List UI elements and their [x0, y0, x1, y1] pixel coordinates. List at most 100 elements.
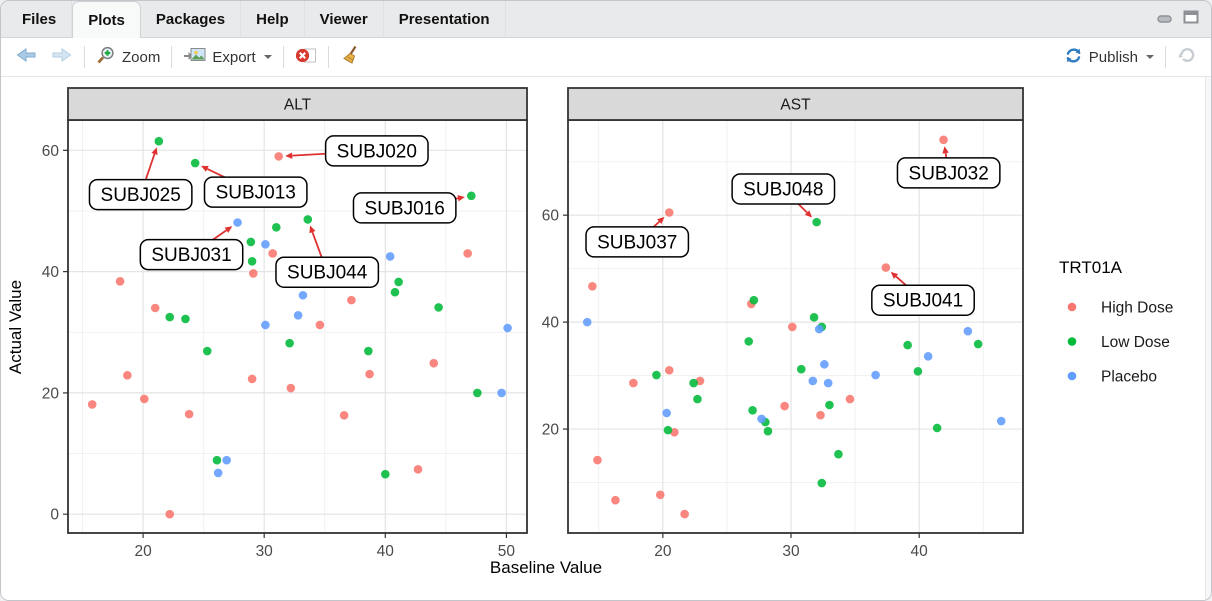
placebo-point [213, 468, 223, 478]
x-axis-tick-label: 20 [654, 543, 672, 560]
annotation-arrow [944, 152, 948, 159]
high-dose-point [248, 269, 258, 278]
high-dose-point [150, 303, 160, 313]
minimize-icon[interactable] [1157, 10, 1173, 29]
high-dose-point [664, 208, 674, 217]
subject-label-box [352, 192, 457, 224]
zoom-plot-button[interactable]: Zoom [90, 42, 166, 72]
tab-plots[interactable]: Plots [72, 1, 141, 38]
placebo-point [823, 378, 833, 388]
legend-label-1: High Dose [1101, 300, 1173, 317]
refresh-plot-button[interactable] [1171, 42, 1203, 72]
facet-strip-label: AST [780, 97, 811, 114]
high-dose-point [413, 465, 423, 474]
subject-label-box [585, 226, 690, 258]
tab-packages[interactable]: Packages [141, 1, 242, 37]
low-dose-point [809, 313, 819, 322]
pane-tab-bar: Files Plots Packages Help Viewer Present… [1, 1, 1211, 38]
low-dose-point [796, 364, 806, 374]
placebo-point [808, 376, 818, 386]
high-dose-point [629, 378, 638, 388]
high-dose-point [463, 249, 472, 258]
placebo-point [814, 324, 824, 334]
zoom-button-label: Zoom [122, 48, 161, 66]
export-plot-button[interactable]: Export [177, 43, 277, 71]
subject-label-text: SUBJ037 [597, 232, 677, 253]
tab-files[interactable]: Files [7, 1, 73, 37]
pane-window-controls [1157, 10, 1199, 29]
clear-all-plots-button[interactable] [334, 42, 366, 72]
subject-label-text: SUBJ013 [216, 183, 296, 204]
high-dose-point [347, 295, 356, 305]
y-axis-tick-label: 40 [42, 264, 60, 281]
annotation-arrowhead [804, 210, 813, 218]
low-dose-point [285, 338, 294, 348]
facet-strip-label: ALT [284, 97, 312, 114]
placebo-point [261, 320, 270, 330]
legend-key-2 [1067, 337, 1077, 346]
toolbar-separator [171, 46, 173, 68]
low-dose-point [165, 312, 175, 322]
high-dose-point [787, 322, 797, 332]
scrollbar-gutter[interactable] [1205, 77, 1211, 600]
subject-label-box [324, 135, 429, 167]
low-dose-point [744, 337, 754, 346]
low-dose-point [190, 158, 200, 168]
x-axis-title: Baseline Value [490, 558, 602, 577]
annotation-arrowhead [151, 147, 158, 156]
low-dose-point [812, 217, 821, 227]
low-dose-point [466, 191, 476, 201]
x-axis-tick-label: 40 [377, 543, 395, 560]
high-dose-point [588, 281, 597, 291]
low-dose-point [246, 237, 256, 247]
low-dose-point [689, 378, 698, 388]
forward-plot-button[interactable] [44, 43, 79, 71]
annotation-arrow [652, 220, 660, 228]
low-dose-point [913, 367, 923, 376]
back-plot-button[interactable] [9, 43, 44, 71]
facet-strip [567, 87, 1024, 121]
legend-label-2: Low Dose [1101, 334, 1170, 351]
high-dose-point [123, 371, 132, 380]
placebo-point [820, 360, 829, 369]
low-dose-point [394, 277, 403, 287]
plot-display-area: SUBJ025 SUBJ013 SUBJ020 SUBJ016 SUBJ031 SUBJ0… [1, 77, 1211, 600]
annotation-arrow [292, 152, 326, 157]
annotation-arrow [797, 203, 808, 214]
subject-label-box [731, 173, 836, 205]
high-dose-point [184, 409, 194, 419]
high-dose-point [680, 509, 689, 519]
low-dose-point [473, 388, 482, 398]
low-dose-point [154, 136, 164, 146]
publish-icon [1064, 46, 1083, 69]
placebo-point [385, 252, 395, 261]
publish-button[interactable]: Publish [1058, 43, 1160, 72]
x-axis-tick-label: 30 [782, 543, 800, 560]
high-dose-point [816, 410, 825, 420]
placebo-point [298, 290, 308, 300]
low-dose-point [181, 314, 190, 324]
remove-plot-button[interactable] [289, 43, 323, 72]
y-axis-tick-label: 20 [542, 422, 560, 439]
x-axis-tick-label: 30 [256, 543, 274, 560]
legend-key-3 [1067, 371, 1077, 381]
plot-canvas: SUBJ025 SUBJ013 SUBJ020 SUBJ016 SUBJ031 SUBJ0… [6, 87, 1173, 577]
placebo-point [293, 310, 303, 320]
refresh-icon [1177, 45, 1197, 69]
low-dose-point [364, 346, 373, 356]
high-dose-point [365, 369, 374, 379]
placebo-point [963, 326, 973, 336]
plots-toolbar: Zoom Export [1, 38, 1211, 77]
tab-help[interactable]: Help [241, 1, 305, 37]
high-dose-point [139, 394, 149, 404]
maximize-icon[interactable] [1183, 10, 1199, 29]
export-caret-icon [263, 55, 272, 59]
placebo-point [757, 414, 766, 424]
tab-presentation[interactable]: Presentation [384, 1, 506, 37]
high-dose-point [87, 400, 97, 409]
y-axis-tick-label: 40 [542, 315, 560, 332]
y-axis-tick-label: 20 [42, 385, 60, 402]
tab-viewer[interactable]: Viewer [305, 1, 384, 37]
remove-plot-icon [295, 46, 317, 69]
annotation-arrowhead [890, 271, 899, 279]
